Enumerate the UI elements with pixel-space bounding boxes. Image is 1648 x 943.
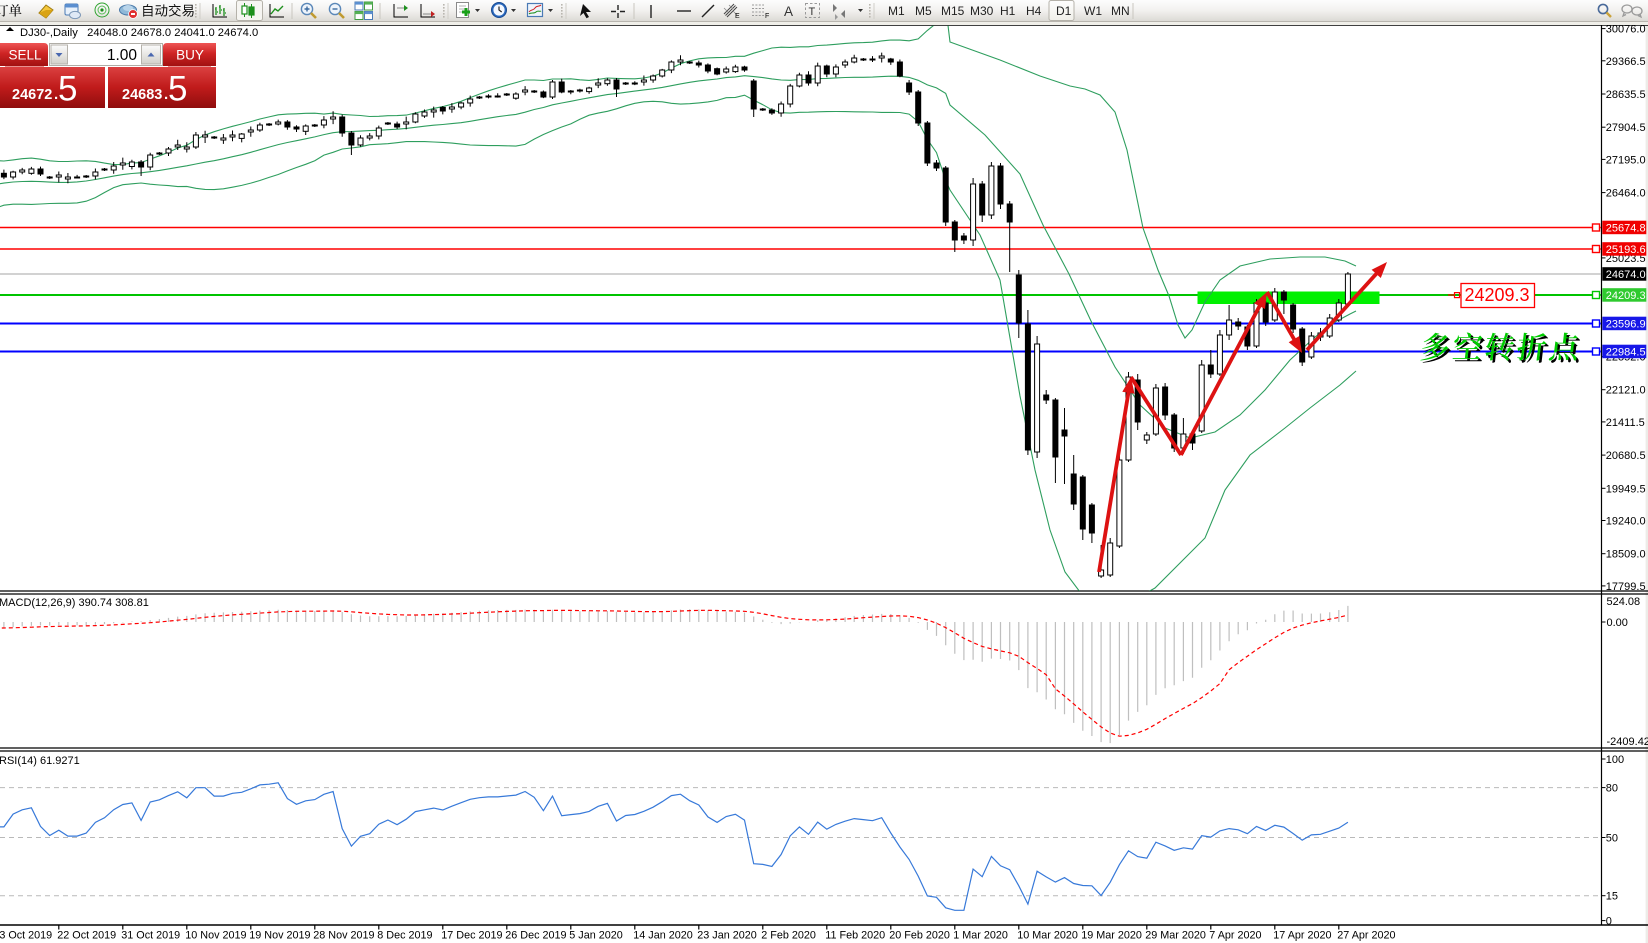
svg-text:24672: 24672 [12,87,52,103]
svg-text:M15: M15 [941,4,965,18]
svg-text:11 Feb 2020: 11 Feb 2020 [825,930,885,942]
svg-text:H4: H4 [1026,4,1042,18]
svg-text:F: F [765,13,769,20]
svg-text:27904.5: 27904.5 [1606,122,1646,134]
svg-text:13 Oct 2019: 13 Oct 2019 [0,930,52,942]
svg-text:80: 80 [1606,783,1618,795]
svg-text:15: 15 [1606,891,1618,903]
svg-text:17 Dec 2019: 17 Dec 2019 [441,930,502,942]
svg-text:5 Jan 2020: 5 Jan 2020 [569,930,622,942]
svg-text:17799.5: 17799.5 [1606,581,1646,593]
svg-text:20 Feb 2020: 20 Feb 2020 [889,930,950,942]
svg-text:0.00: 0.00 [1607,617,1628,629]
svg-text:T: T [809,6,816,18]
svg-text:24683: 24683 [122,87,162,103]
svg-text:21411.5: 21411.5 [1606,417,1645,429]
svg-text:27195.0: 27195.0 [1606,154,1646,166]
svg-text:26 Dec 2019: 26 Dec 2019 [505,930,566,942]
svg-text:24674.0: 24674.0 [1606,269,1646,281]
svg-text:W1: W1 [1084,4,1102,18]
svg-text:28 Nov 2019: 28 Nov 2019 [313,930,374,942]
svg-text:19240.0: 19240.0 [1606,516,1646,528]
svg-text:22121.0: 22121.0 [1606,385,1646,397]
svg-text:2 Feb 2020: 2 Feb 2020 [761,930,816,942]
svg-text:23 Jan 2020: 23 Jan 2020 [697,930,756,942]
svg-text:.: . [54,86,58,103]
svg-text:23596.9: 23596.9 [1606,319,1646,331]
svg-text:5: 5 [168,70,187,109]
svg-text:19949.5: 19949.5 [1606,483,1646,495]
svg-text:M5: M5 [915,4,932,18]
svg-text:25674.8: 25674.8 [1606,223,1646,235]
svg-text:25193.6: 25193.6 [1606,244,1646,256]
svg-text:0: 0 [1606,916,1612,928]
svg-text:524.08: 524.08 [1607,596,1641,608]
svg-text:30076.0: 30076.0 [1606,24,1646,36]
svg-text:28635.5: 28635.5 [1606,89,1646,101]
svg-text:26464.0: 26464.0 [1606,188,1646,200]
svg-text:17 Apr 2020: 17 Apr 2020 [1273,930,1331,942]
svg-text:M1: M1 [888,4,905,18]
svg-text:MN: MN [1111,4,1130,18]
svg-text:25023.5: 25023.5 [1606,253,1646,265]
svg-text:19 Nov 2019: 19 Nov 2019 [249,930,310,942]
svg-text:24209.3: 24209.3 [1606,290,1646,302]
svg-text:22984.5: 22984.5 [1606,347,1646,359]
svg-text:MACD(12,26,9) 390.74 308.81: MACD(12,26,9) 390.74 308.81 [0,597,149,609]
svg-text:DJ30-,Daily 24048.0 24678.0: DJ30-,Daily 24048.0 24678.0 24041.0 2467… [20,27,258,39]
svg-text:-2409.42: -2409.42 [1607,736,1648,748]
svg-text:24209.3: 24209.3 [1465,285,1530,305]
svg-text:18509.0: 18509.0 [1606,549,1646,561]
svg-text:29 Mar 2020: 29 Mar 2020 [1145,930,1206,942]
svg-text:7 Apr 2020: 7 Apr 2020 [1209,930,1261,942]
svg-text:10 Nov 2019: 10 Nov 2019 [185,930,246,942]
svg-text:BUY: BUY [176,48,204,63]
svg-text:E: E [735,13,740,20]
svg-text:19 Mar 2020: 19 Mar 2020 [1081,930,1142,942]
svg-text:100: 100 [1606,754,1624,766]
svg-text:10 Mar 2020: 10 Mar 2020 [1017,930,1078,942]
svg-text:31 Oct 2019: 31 Oct 2019 [121,930,180,942]
svg-text:1.00: 1.00 [107,47,138,64]
svg-text:14 Jan 2020: 14 Jan 2020 [633,930,692,942]
svg-text:SELL: SELL [8,48,42,63]
svg-text:.: . [164,86,168,103]
svg-text:50: 50 [1606,833,1618,845]
svg-text:27 Apr 2020: 27 Apr 2020 [1337,930,1395,942]
svg-text:D1: D1 [1056,4,1072,18]
svg-text:20680.5: 20680.5 [1606,450,1646,462]
svg-text:8 Dec 2019: 8 Dec 2019 [377,930,432,942]
svg-text:5: 5 [58,70,77,109]
svg-text:29366.5: 29366.5 [1606,56,1646,68]
svg-text:22 Oct 2019: 22 Oct 2019 [57,930,116,942]
svg-text:RSI(14) 61.9271: RSI(14) 61.9271 [0,755,80,767]
svg-text:H1: H1 [1000,4,1016,18]
svg-text:M30: M30 [970,4,994,18]
svg-text:A: A [784,4,793,19]
svg-text:1 Mar 2020: 1 Mar 2020 [953,930,1008,942]
